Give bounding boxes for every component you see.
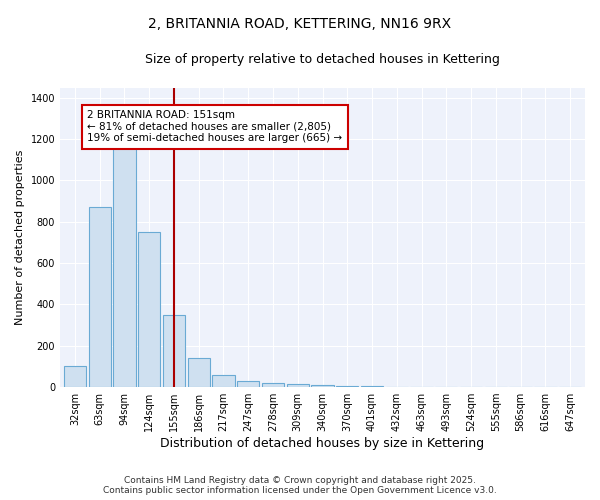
Title: Size of property relative to detached houses in Kettering: Size of property relative to detached ho… (145, 52, 500, 66)
Text: Contains HM Land Registry data © Crown copyright and database right 2025.
Contai: Contains HM Land Registry data © Crown c… (103, 476, 497, 495)
Bar (361, 386, 383, 387)
X-axis label: Distribution of detached houses by size in Kettering: Distribution of detached houses by size … (160, 437, 485, 450)
Bar (262, 383, 284, 387)
Text: 2 BRITANNIA ROAD: 151sqm
← 81% of detached houses are smaller (2,805)
19% of sem: 2 BRITANNIA ROAD: 151sqm ← 81% of detach… (87, 110, 343, 144)
Text: 2, BRITANNIA ROAD, KETTERING, NN16 9RX: 2, BRITANNIA ROAD, KETTERING, NN16 9RX (148, 18, 452, 32)
Bar (212, 374, 235, 387)
Bar (138, 232, 160, 387)
Bar (237, 381, 259, 387)
Bar (287, 384, 309, 387)
Bar (64, 366, 86, 387)
Bar (311, 385, 334, 387)
Bar (89, 208, 111, 387)
Bar (336, 386, 358, 387)
Bar (188, 358, 210, 387)
Bar (113, 124, 136, 387)
Bar (163, 315, 185, 387)
Y-axis label: Number of detached properties: Number of detached properties (15, 150, 25, 325)
